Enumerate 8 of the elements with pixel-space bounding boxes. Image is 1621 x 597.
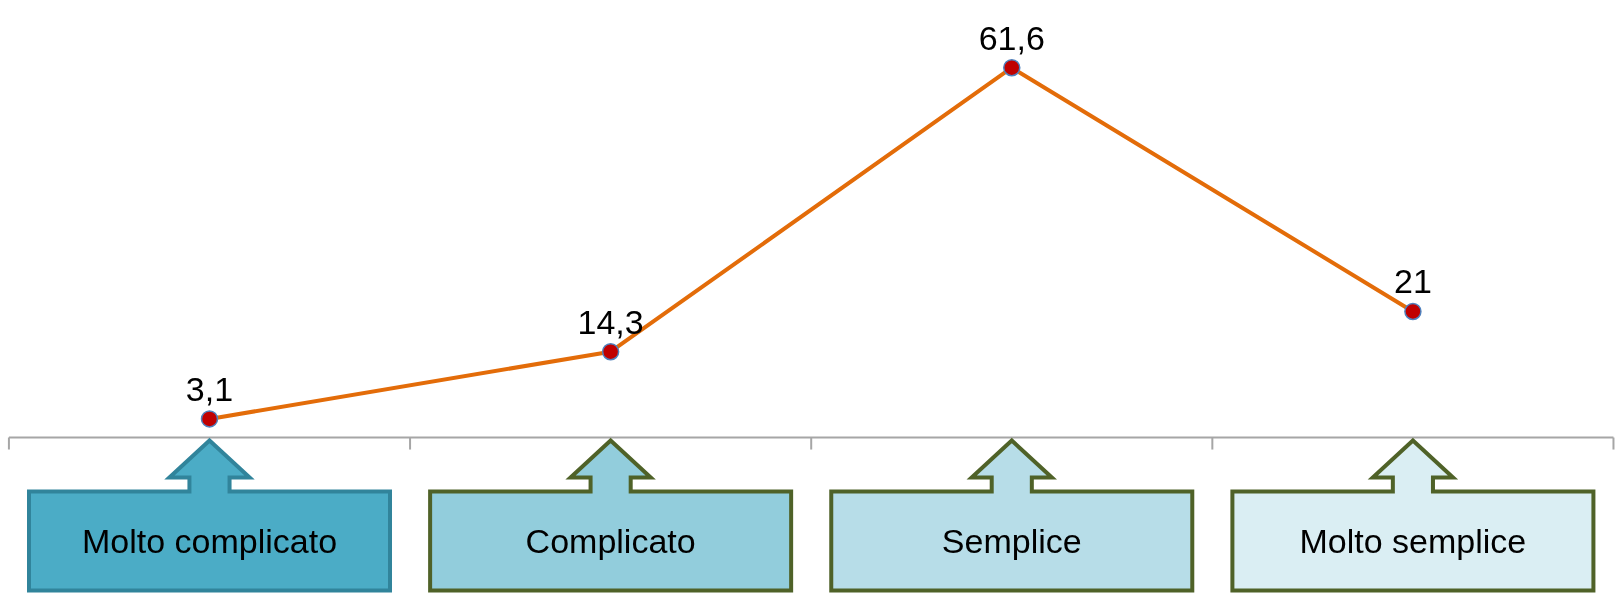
data-label: 3,1: [185, 369, 234, 408]
data-label: 14,3: [577, 302, 644, 341]
x-tick-label: Molto semplice: [1299, 522, 1527, 561]
x-tick-label: Molto complicato: [81, 522, 338, 561]
x-tick-label: Complicato: [525, 522, 696, 561]
data-label: 61,6: [978, 18, 1045, 57]
data-label: 21: [1394, 262, 1432, 301]
x-tick-label: Semplice: [941, 522, 1082, 561]
